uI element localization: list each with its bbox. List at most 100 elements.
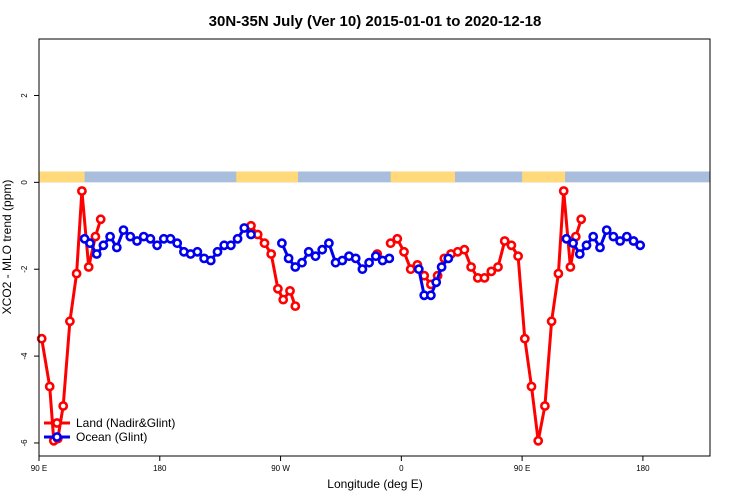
band-land (390, 171, 456, 183)
surface-band (39, 171, 710, 183)
x-tick-label: 90 W (271, 464, 290, 473)
x-tick-label: 90 E (514, 464, 530, 473)
data-point (364, 257, 374, 268)
data-point (44, 381, 55, 392)
data-point (259, 238, 270, 249)
data-point (540, 401, 550, 411)
data-point (323, 238, 334, 249)
data-point (615, 236, 625, 246)
data-point (85, 238, 95, 249)
data-point (337, 255, 348, 266)
plot-frame (38, 38, 711, 457)
data-point (486, 266, 497, 277)
data-point (266, 249, 277, 259)
band-land (236, 171, 299, 183)
x-axis-label: Longitude (deg E) (327, 477, 422, 491)
data-point (581, 240, 592, 251)
data-point (493, 262, 503, 272)
data-point (608, 231, 619, 242)
data-point (546, 316, 557, 327)
data-point (297, 257, 307, 268)
data-point (36, 333, 47, 344)
data-point (621, 231, 632, 242)
y-tick-label: 2 (20, 93, 29, 98)
data-point (290, 262, 301, 272)
y-tick-label: -2 (20, 265, 29, 273)
data-point (436, 262, 447, 272)
data-point (558, 186, 569, 196)
data-point (568, 238, 578, 249)
data-point (285, 285, 295, 296)
legend-marker (52, 418, 62, 428)
series-ocean (79, 223, 646, 301)
band-land (39, 171, 85, 183)
x-axis: 90 E 180 90 W 0 90 E 180 (31, 456, 650, 473)
data-point (205, 255, 216, 266)
data-point (165, 233, 176, 244)
legend-marker (52, 432, 62, 442)
data-point (628, 236, 639, 246)
data-point (91, 249, 102, 259)
data-point (77, 186, 87, 196)
data-point (310, 251, 321, 262)
data-point (278, 294, 289, 305)
y-axis-label: XCO2 - MLO trend (ppm) (0, 180, 14, 315)
data-point (212, 246, 223, 257)
data-point (533, 435, 544, 446)
data-point (459, 244, 470, 255)
data-point (384, 253, 395, 264)
data-point (65, 316, 75, 327)
data-point (90, 231, 101, 242)
data-point (132, 236, 142, 246)
data-point (513, 251, 523, 262)
data-point (574, 249, 585, 259)
data-point (145, 233, 156, 244)
data-point (225, 240, 236, 251)
data-point (276, 238, 287, 249)
data-point (71, 268, 82, 279)
x-tick-label: 90 E (31, 464, 47, 473)
legend-label: Land (Nadir&Glint) (76, 416, 175, 430)
data-point (317, 244, 328, 255)
data-point (499, 236, 510, 246)
data-point (588, 231, 599, 242)
data-point (466, 262, 476, 272)
data-point (479, 272, 490, 283)
data-point (370, 251, 381, 262)
data-point (111, 242, 122, 253)
band-land (522, 171, 566, 183)
x-tick-label: 180 (636, 464, 650, 473)
legend: Land (Nadir&Glint)Ocean (Glint) (44, 416, 175, 444)
y-tick-label: 0 (20, 180, 29, 185)
data-point (357, 264, 368, 275)
data-point (565, 262, 576, 272)
data-point (303, 246, 314, 257)
data-point (392, 233, 403, 244)
data-point (232, 233, 243, 244)
data-point (192, 246, 203, 257)
data-point (239, 223, 250, 233)
y-tick-label: -6 (20, 439, 29, 447)
data-point (83, 262, 94, 272)
data-point (118, 225, 129, 235)
data-point (595, 242, 605, 253)
data-point (105, 231, 115, 242)
data-point (553, 268, 564, 279)
data-point (413, 264, 424, 275)
data-point (506, 240, 517, 251)
data-point (425, 290, 436, 301)
data-point (561, 233, 572, 244)
data-point (350, 253, 361, 264)
legend-label: Ocean (Glint) (76, 430, 147, 444)
x-tick-label: 180 (153, 464, 167, 473)
data-point (526, 381, 537, 392)
legend-item: Land (Nadir&Glint) (44, 416, 175, 430)
data-point (246, 229, 256, 240)
data-point (98, 240, 109, 251)
data-point (283, 253, 294, 264)
data-point (443, 253, 454, 264)
data-point (601, 225, 612, 235)
data-point (635, 240, 646, 251)
data-point (576, 214, 587, 225)
